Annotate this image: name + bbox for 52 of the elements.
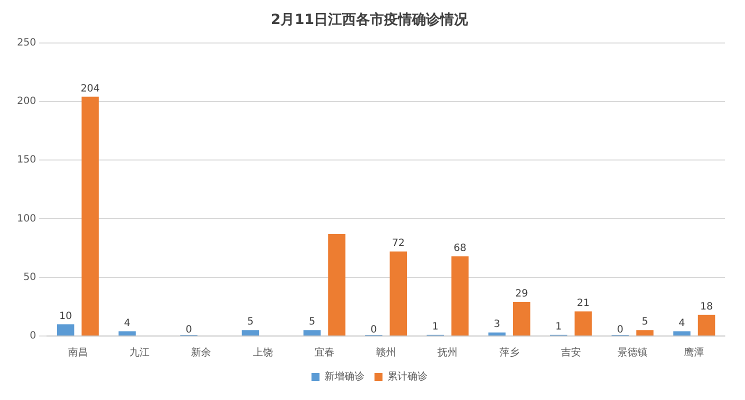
legend-label: 累计确诊 <box>388 370 428 383</box>
data-label: 0 <box>370 324 377 336</box>
data-label: 5 <box>247 316 254 328</box>
x-tick-label: 吉安 <box>560 346 581 359</box>
x-tick-label: 景德镇 <box>618 346 648 359</box>
data-label: 1 <box>555 321 562 332</box>
x-tick-label: 宜春 <box>314 346 334 359</box>
x-tick-label: 鹰潭 <box>684 346 704 359</box>
bar <box>513 302 530 336</box>
x-tick-label: 新余 <box>191 346 212 359</box>
x-tick-label: 抚州 <box>436 346 458 359</box>
data-label: 1 <box>432 321 439 332</box>
data-label: 4 <box>678 318 686 329</box>
bar <box>673 331 690 336</box>
bar <box>328 234 346 336</box>
y-tick-label: 50 <box>23 272 36 283</box>
y-tick-label: 200 <box>16 96 36 108</box>
x-tick-label: 九江 <box>130 346 150 359</box>
y-tick-label: 250 <box>16 37 36 48</box>
data-label: 72 <box>392 238 405 250</box>
data-label: 29 <box>515 288 528 300</box>
bar <box>390 252 407 336</box>
x-tick-label: 赣州 <box>376 346 396 359</box>
legend-label: 新增确诊 <box>324 370 364 383</box>
y-tick-label: 0 <box>30 330 36 342</box>
data-label: 4 <box>124 318 130 329</box>
data-label: 0 <box>617 324 624 336</box>
y-tick-label: 100 <box>16 213 36 224</box>
bar <box>118 331 136 336</box>
bar <box>451 256 469 336</box>
data-label: 10 <box>59 310 72 322</box>
data-label: 68 <box>454 242 466 254</box>
bar <box>636 330 654 336</box>
data-label: 0 <box>186 324 192 336</box>
x-tick-label: 萍乡 <box>499 346 520 359</box>
data-label: 21 <box>576 298 590 309</box>
bar <box>303 330 321 336</box>
data-label: 18 <box>700 301 713 312</box>
bar <box>242 330 260 336</box>
bar <box>56 324 74 336</box>
data-label: 5 <box>642 316 648 328</box>
x-tick-label: 南昌 <box>68 346 88 359</box>
y-tick-label: 150 <box>16 154 36 166</box>
x-tick-label: 上饶 <box>252 346 273 359</box>
data-label: 3 <box>494 319 500 330</box>
bar <box>82 96 99 336</box>
bar <box>488 332 506 336</box>
data-label: 204 <box>80 83 100 94</box>
data-label: 5 <box>308 316 316 328</box>
chart-title: 2月11日江西各市疫情确诊情况 <box>270 11 470 28</box>
bar <box>574 311 592 336</box>
bar <box>698 314 716 336</box>
